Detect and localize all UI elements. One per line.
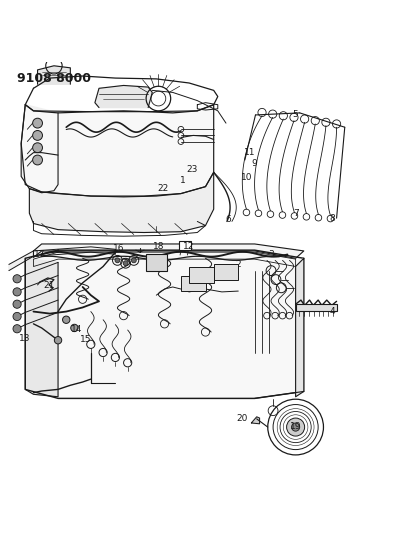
Circle shape xyxy=(32,155,42,165)
Polygon shape xyxy=(25,259,58,397)
Polygon shape xyxy=(37,66,70,84)
Text: 9108 8000: 9108 8000 xyxy=(17,72,91,85)
Text: 16: 16 xyxy=(113,244,125,253)
Text: 10: 10 xyxy=(241,173,252,182)
Polygon shape xyxy=(296,259,304,397)
Circle shape xyxy=(132,258,136,263)
Text: 17: 17 xyxy=(34,250,45,259)
Circle shape xyxy=(13,312,21,320)
Bar xyxy=(146,254,166,271)
Polygon shape xyxy=(21,104,214,197)
Polygon shape xyxy=(21,104,58,193)
Circle shape xyxy=(286,418,305,436)
Text: 20: 20 xyxy=(237,414,248,423)
Circle shape xyxy=(32,118,42,128)
Text: 23: 23 xyxy=(187,165,198,174)
Circle shape xyxy=(32,131,42,140)
Text: 9: 9 xyxy=(251,159,257,168)
Polygon shape xyxy=(252,417,260,424)
Text: 5: 5 xyxy=(293,110,298,119)
Polygon shape xyxy=(33,244,304,259)
Bar xyxy=(214,264,238,280)
Text: 18: 18 xyxy=(152,243,164,252)
Circle shape xyxy=(13,274,21,283)
Circle shape xyxy=(54,336,62,344)
Polygon shape xyxy=(25,250,304,398)
Circle shape xyxy=(71,324,78,332)
Text: 8: 8 xyxy=(330,214,335,223)
Circle shape xyxy=(123,261,128,265)
Text: 15: 15 xyxy=(80,335,92,344)
Bar xyxy=(189,268,214,283)
Circle shape xyxy=(13,288,21,296)
Text: 6: 6 xyxy=(225,215,231,224)
Bar xyxy=(179,241,191,250)
Polygon shape xyxy=(39,278,54,291)
Text: 14: 14 xyxy=(71,326,82,335)
Circle shape xyxy=(13,300,21,308)
Text: 7: 7 xyxy=(293,209,298,218)
Circle shape xyxy=(115,258,120,263)
Text: 19: 19 xyxy=(290,422,301,431)
Text: 1: 1 xyxy=(180,176,186,185)
Text: 4: 4 xyxy=(330,307,335,316)
Circle shape xyxy=(62,316,70,324)
Text: 11: 11 xyxy=(244,148,256,157)
Bar xyxy=(296,304,337,311)
Polygon shape xyxy=(29,172,214,232)
Polygon shape xyxy=(9,247,115,271)
Text: 21: 21 xyxy=(43,281,55,290)
Text: 13: 13 xyxy=(19,334,30,343)
Text: 12: 12 xyxy=(182,243,194,252)
Bar xyxy=(181,276,206,291)
Text: 3: 3 xyxy=(268,250,274,259)
Polygon shape xyxy=(95,85,152,108)
Circle shape xyxy=(13,325,21,333)
Text: 2: 2 xyxy=(236,260,241,269)
Circle shape xyxy=(32,143,42,152)
Circle shape xyxy=(291,423,300,431)
Text: 22: 22 xyxy=(157,184,168,193)
